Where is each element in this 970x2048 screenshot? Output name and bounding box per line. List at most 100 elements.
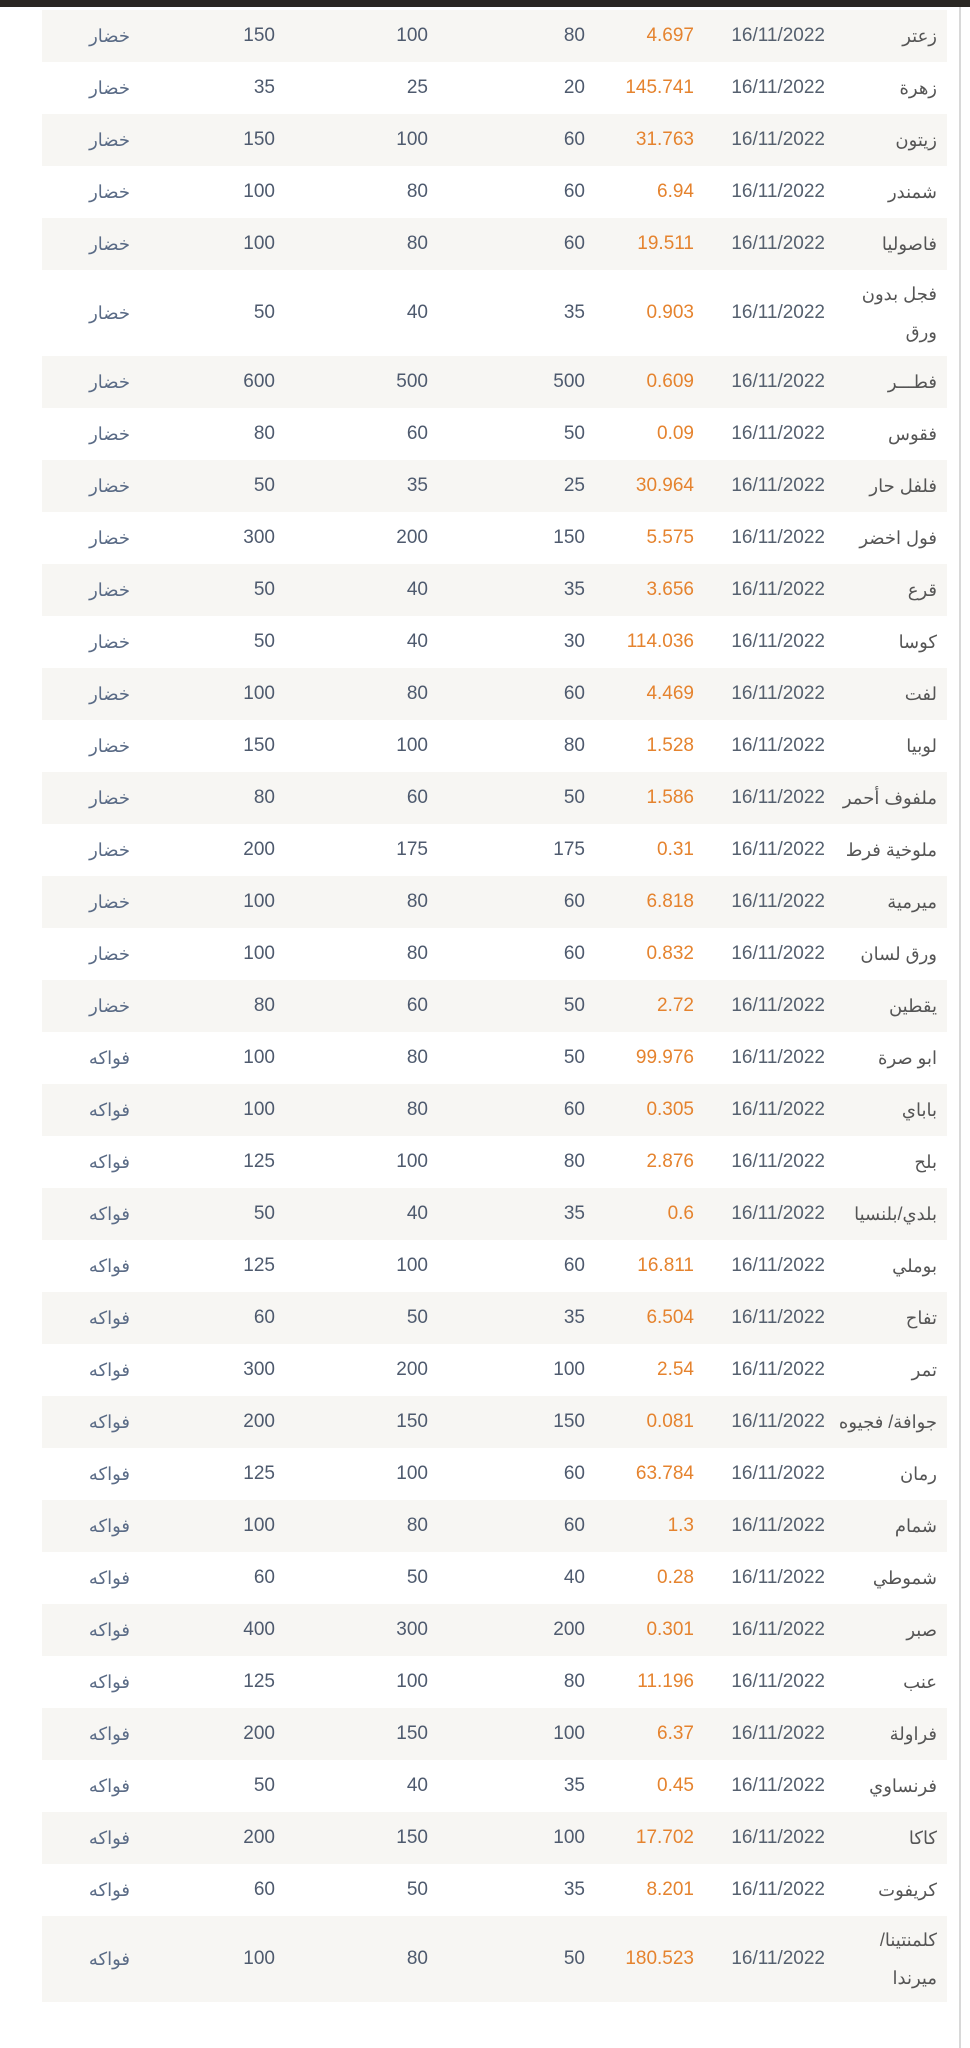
product-name-cell: ملوخية فرط: [845, 840, 937, 860]
min-value-cell: 175: [553, 839, 585, 860]
date-cell: 16/11/2022: [731, 1879, 825, 1900]
min-value-cell: 60: [563, 891, 585, 912]
max-value-cell: 150: [243, 735, 275, 756]
product-name-cell: بوملي: [892, 1256, 937, 1276]
date-cell: 16/11/2022: [731, 25, 825, 46]
category-cell: فواكه: [88, 1828, 130, 1848]
date-cell: 16/11/2022: [731, 631, 825, 652]
product-name-cell: فراولة: [889, 1724, 937, 1744]
min-value-cell: 35: [563, 1307, 585, 1328]
table-row: ميرمية 16/11/2022 6.818 60 80 100 خضار: [42, 876, 947, 928]
product-name-cell: ابو صرة: [878, 1048, 937, 1068]
category-cell: خضار: [89, 182, 130, 202]
table-row: فرنساوي 16/11/2022 0.45 35 40 50 فواكه: [42, 1760, 947, 1812]
max-value-cell: 125: [243, 1463, 275, 1484]
avg-value-cell: 60: [406, 423, 428, 444]
category-cell: فواكه: [88, 1516, 130, 1536]
category-cell: خضار: [89, 234, 130, 254]
product-name-cell: فاصوليا: [881, 234, 937, 254]
date-cell: 16/11/2022: [731, 475, 825, 496]
avg-value-cell: 100: [396, 735, 428, 756]
avg-value-cell: 80: [406, 1515, 428, 1536]
date-cell: 16/11/2022: [731, 995, 825, 1016]
avg-value-cell: 80: [406, 181, 428, 202]
avg-value-cell: 80: [406, 1948, 428, 1969]
date-cell: 16/11/2022: [731, 683, 825, 704]
table-row: كوسا 16/11/2022 114.036 30 40 50 خضار: [42, 616, 947, 668]
scrollbar[interactable]: [959, 7, 961, 2048]
avg-value-cell: 100: [396, 1671, 428, 1692]
date-cell: 16/11/2022: [731, 1827, 825, 1848]
max-value-cell: 100: [243, 891, 275, 912]
price-cell: 0.09: [657, 423, 694, 444]
avg-value-cell: 100: [396, 1463, 428, 1484]
category-cell: خضار: [89, 78, 130, 98]
price-cell: 8.201: [646, 1879, 694, 1900]
min-value-cell: 60: [563, 129, 585, 150]
table-row: جوافة/ فجيوه 16/11/2022 0.081 150 150 200 فواك…: [42, 1396, 947, 1448]
category-cell: فواكه: [88, 1776, 130, 1796]
max-value-cell: 50: [253, 302, 275, 323]
avg-value-cell: 80: [406, 233, 428, 254]
price-cell: 0.081: [646, 1411, 694, 1432]
product-name-cell: شمندر: [887, 182, 937, 202]
product-name-cell: فجل بدون ورق: [861, 284, 937, 342]
max-value-cell: 600: [243, 371, 275, 392]
date-cell: 16/11/2022: [731, 1948, 825, 1969]
product-name-cell: زيتون: [895, 130, 937, 150]
price-cell: 0.903: [646, 302, 694, 323]
avg-value-cell: 80: [406, 1099, 428, 1120]
avg-value-cell: 40: [406, 631, 428, 652]
max-value-cell: 300: [243, 1359, 275, 1380]
date-cell: 16/11/2022: [731, 943, 825, 964]
table-row: زعتر 16/11/2022 4.697 80 100 150 خضار: [42, 10, 947, 62]
price-cell: 145.741: [625, 77, 694, 98]
table-row: زيتون 16/11/2022 31.763 60 100 150 خضار: [42, 114, 947, 166]
avg-value-cell: 50: [406, 1307, 428, 1328]
category-cell: خضار: [89, 303, 130, 323]
date-cell: 16/11/2022: [731, 181, 825, 202]
category-cell: فواكه: [88, 1152, 130, 1172]
date-cell: 16/11/2022: [731, 233, 825, 254]
max-value-cell: 100: [243, 1515, 275, 1536]
table-row: صبر 16/11/2022 0.301 200 300 400 فواكه: [42, 1604, 947, 1656]
table-row: رمان 16/11/2022 63.784 60 100 125 فواكه: [42, 1448, 947, 1500]
category-cell: خضار: [89, 528, 130, 548]
date-cell: 16/11/2022: [731, 423, 825, 444]
price-cell: 2.54: [657, 1359, 694, 1380]
max-value-cell: 100: [243, 943, 275, 964]
category-cell: فواكه: [88, 1412, 130, 1432]
avg-value-cell: 40: [406, 302, 428, 323]
table-row: شمندر 16/11/2022 6.94 60 80 100 خضار: [42, 166, 947, 218]
price-cell: 4.697: [646, 25, 694, 46]
date-cell: 16/11/2022: [731, 1567, 825, 1588]
table-row: شمام 16/11/2022 1.3 60 80 100 فواكه: [42, 1500, 947, 1552]
price-cell: 0.301: [646, 1619, 694, 1640]
date-cell: 16/11/2022: [731, 1411, 825, 1432]
avg-value-cell: 100: [396, 1255, 428, 1276]
product-name-cell: لفت: [904, 684, 937, 704]
date-cell: 16/11/2022: [731, 891, 825, 912]
max-value-cell: 50: [253, 1203, 275, 1224]
product-name-cell: كريفوت: [878, 1880, 937, 1900]
min-value-cell: 40: [563, 1567, 585, 1588]
max-value-cell: 125: [243, 1671, 275, 1692]
date-cell: 16/11/2022: [731, 1203, 825, 1224]
min-value-cell: 50: [563, 423, 585, 444]
min-value-cell: 60: [563, 233, 585, 254]
min-value-cell: 60: [563, 1463, 585, 1484]
price-cell: 63.784: [635, 1463, 694, 1484]
product-name-cell: باباي: [901, 1100, 937, 1120]
date-cell: 16/11/2022: [731, 1515, 825, 1536]
max-value-cell: 50: [253, 631, 275, 652]
category-cell: خضار: [89, 736, 130, 756]
product-name-cell: ملفوف أحمر: [842, 788, 937, 808]
category-cell: فواكه: [88, 1568, 130, 1588]
price-cell: 0.6: [667, 1203, 694, 1224]
date-cell: 16/11/2022: [731, 1099, 825, 1120]
max-value-cell: 100: [243, 683, 275, 704]
product-name-cell: كاكا: [908, 1828, 937, 1848]
price-cell: 1.586: [646, 787, 694, 808]
table-row: بلدي/بلنسيا 16/11/2022 0.6 35 40 50 فواكه: [42, 1188, 947, 1240]
min-value-cell: 80: [563, 25, 585, 46]
